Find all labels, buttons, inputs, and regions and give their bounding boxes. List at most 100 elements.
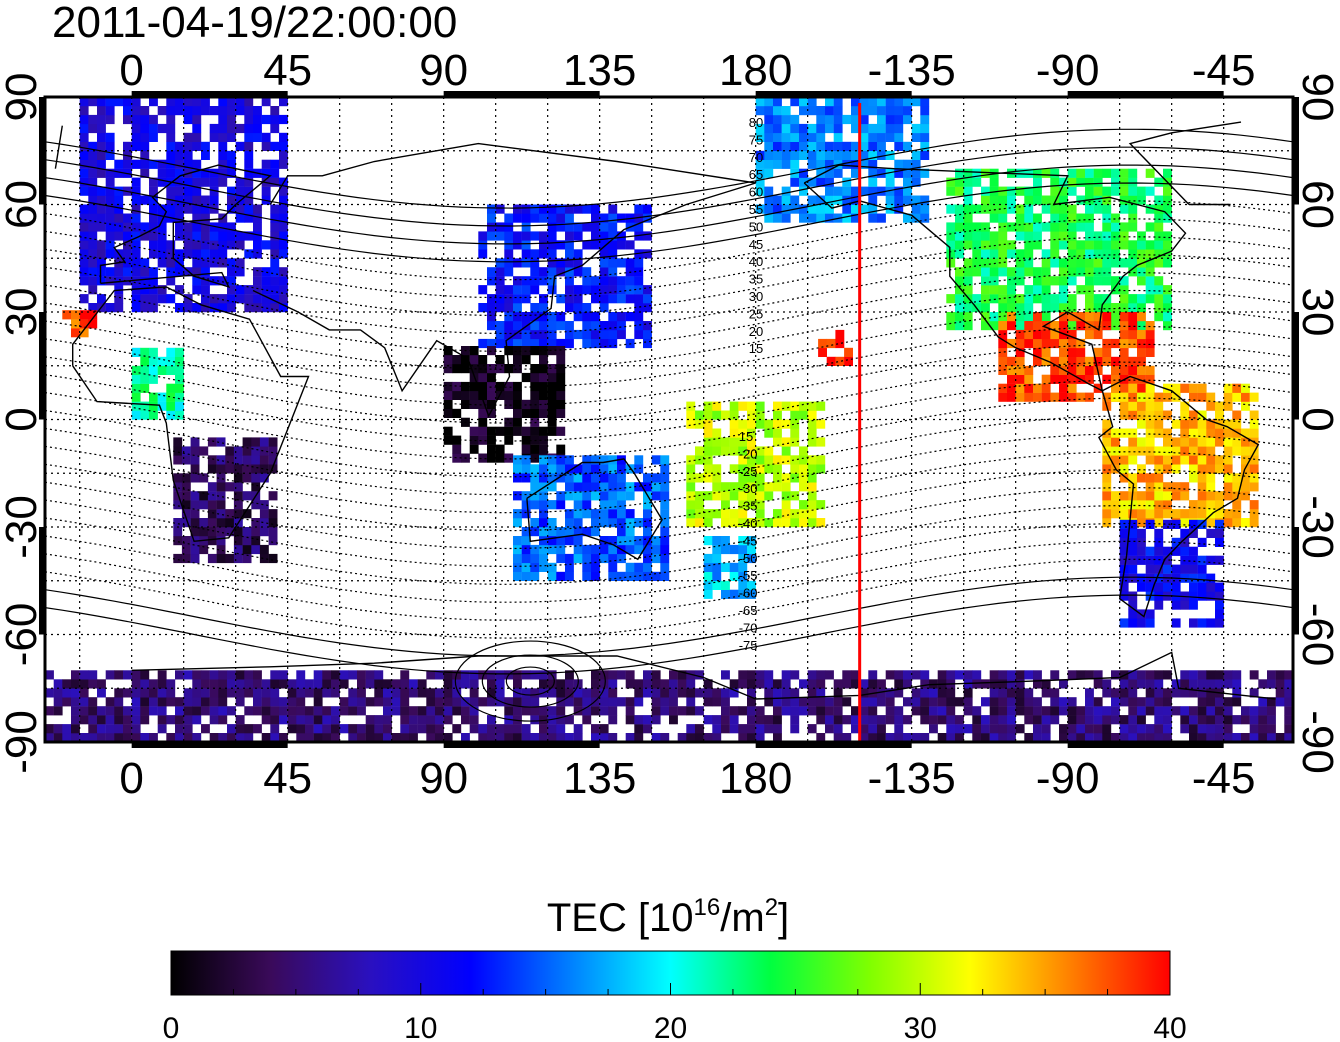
tec-cell bbox=[747, 455, 756, 465]
tec-cell bbox=[826, 356, 836, 366]
tec-cell bbox=[1189, 500, 1198, 510]
tec-cell bbox=[1232, 509, 1242, 519]
tec-cell bbox=[114, 276, 124, 286]
tec-cell bbox=[695, 724, 704, 734]
tec-cell bbox=[443, 364, 453, 374]
tec-cell bbox=[712, 544, 722, 555]
tec-cell bbox=[348, 733, 358, 742]
tec-cell bbox=[1024, 168, 1034, 178]
tec-cell bbox=[825, 123, 834, 134]
tec-cell bbox=[71, 724, 80, 734]
tec-cell bbox=[1128, 670, 1138, 680]
tec-cell bbox=[1076, 195, 1086, 205]
tec-cell bbox=[1163, 509, 1172, 519]
tec-cell bbox=[582, 527, 592, 537]
tec-cell bbox=[1059, 276, 1068, 286]
tec-cell bbox=[79, 159, 89, 169]
tec-cell bbox=[842, 159, 852, 169]
tec-cell bbox=[140, 374, 150, 384]
tec-cell bbox=[651, 706, 661, 716]
tec-cell bbox=[1154, 509, 1164, 519]
tec-cell bbox=[677, 688, 687, 698]
tec-cell bbox=[1223, 482, 1233, 492]
tec-cell bbox=[504, 733, 514, 742]
tec-cell bbox=[1180, 455, 1190, 465]
tec-cell bbox=[1033, 347, 1042, 357]
tec-cell bbox=[225, 464, 235, 474]
mlat-label-north: 30 bbox=[749, 289, 763, 304]
tec-cell bbox=[209, 186, 219, 196]
tec-cell bbox=[816, 679, 826, 689]
tec-cell bbox=[157, 724, 167, 734]
tec-cell bbox=[192, 177, 202, 187]
tec-cell bbox=[894, 186, 904, 196]
top-frame-bar bbox=[1067, 91, 1224, 97]
tec-cell bbox=[582, 571, 592, 581]
tec-cell bbox=[1154, 600, 1164, 610]
tec-cell bbox=[591, 312, 600, 322]
tec-cell bbox=[781, 491, 791, 501]
tec-cell bbox=[192, 715, 202, 725]
tec-cell bbox=[955, 240, 964, 250]
tec-cell bbox=[1223, 715, 1233, 725]
left-frame-bar bbox=[39, 97, 45, 205]
tec-cell bbox=[1111, 312, 1120, 322]
tec-cell bbox=[799, 168, 808, 178]
tec-cell bbox=[227, 285, 236, 295]
tec-cell bbox=[816, 697, 826, 707]
tec-cell bbox=[1206, 715, 1216, 725]
tec-cell bbox=[227, 679, 236, 689]
tec-cell bbox=[608, 482, 618, 492]
tec-cell bbox=[781, 518, 791, 528]
tec-cell bbox=[1145, 706, 1155, 716]
mlat-label-south: -65 bbox=[739, 603, 758, 618]
tec-cell bbox=[868, 106, 878, 116]
tec-cell bbox=[1189, 733, 1198, 742]
tec-cell bbox=[920, 706, 930, 716]
tec-cell bbox=[1197, 688, 1207, 698]
tec-cell bbox=[1067, 706, 1077, 716]
tec-cell bbox=[181, 509, 191, 519]
tec-cell bbox=[1007, 186, 1016, 196]
tec-cell bbox=[833, 715, 843, 725]
tec-cell bbox=[807, 706, 817, 716]
tec-cell bbox=[1232, 410, 1242, 420]
tec-cell bbox=[807, 123, 817, 134]
tec-cell bbox=[634, 455, 644, 465]
tec-cell bbox=[1206, 733, 1216, 742]
tec-cell bbox=[218, 240, 228, 250]
tec-cell bbox=[989, 688, 999, 698]
tec-cell bbox=[1067, 204, 1077, 214]
tec-cell bbox=[478, 372, 488, 383]
tec-cell bbox=[270, 670, 280, 680]
tec-cell bbox=[547, 688, 557, 698]
tec-cell bbox=[443, 426, 453, 436]
tec-cell bbox=[1128, 546, 1138, 556]
tec-cell bbox=[816, 437, 826, 447]
tec-cell bbox=[1128, 312, 1138, 322]
tec-cell bbox=[1128, 555, 1138, 565]
tec-cell bbox=[88, 168, 98, 178]
tec-cell bbox=[790, 97, 800, 107]
tec-cell bbox=[911, 706, 921, 716]
tec-cell bbox=[1024, 267, 1034, 277]
tec-cell bbox=[105, 222, 115, 232]
tec-cell bbox=[591, 294, 600, 304]
tec-cell bbox=[738, 455, 748, 465]
tec-cell bbox=[1102, 482, 1112, 492]
tec-cell bbox=[270, 697, 280, 707]
tec-cell bbox=[331, 724, 340, 734]
tec-cell bbox=[833, 724, 843, 734]
tec-cell bbox=[244, 285, 254, 295]
tec-cell bbox=[547, 346, 557, 356]
tec-cell bbox=[1119, 573, 1129, 583]
tec-cell bbox=[651, 679, 661, 689]
mlat-contour bbox=[45, 289, 1293, 370]
tec-cell bbox=[530, 426, 540, 436]
tec-cell bbox=[1154, 706, 1164, 716]
tec-cell bbox=[556, 390, 566, 400]
tec-cell bbox=[71, 706, 80, 716]
tec-cell bbox=[1284, 679, 1293, 689]
tec-cell bbox=[1067, 186, 1077, 196]
tec-cell bbox=[1180, 688, 1190, 698]
